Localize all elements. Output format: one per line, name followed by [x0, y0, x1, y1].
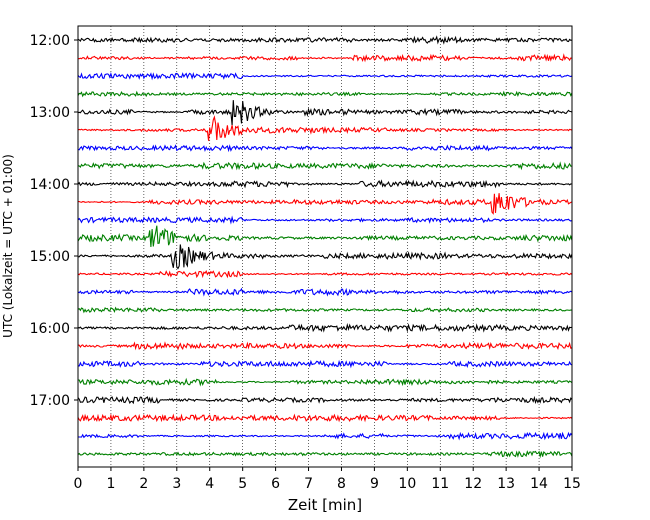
- trace-1730: [77, 431, 573, 441]
- x-tick-label: 9: [370, 476, 379, 492]
- x-tick-label: 15: [563, 476, 581, 492]
- trace-1445: [77, 225, 573, 248]
- y-tick-label: 15:00: [30, 249, 70, 265]
- x-tick-label: 5: [238, 476, 247, 492]
- y-tick-label: 13:00: [30, 105, 70, 121]
- trace-1400: [77, 179, 573, 189]
- trace-1345: [77, 161, 573, 171]
- x-tick-label: 12: [464, 476, 482, 492]
- trace-1430: [77, 215, 573, 225]
- trace-1515: [77, 269, 573, 279]
- x-tick-label: 1: [106, 476, 115, 492]
- trace-1500: [78, 244, 573, 270]
- trace-1315: [77, 115, 573, 141]
- x-tick-label: 7: [304, 476, 313, 492]
- x-tick-label: 0: [74, 476, 83, 492]
- x-tick-label: 2: [139, 476, 148, 492]
- y-axis-title: UTC (Lokalzeit = UTC + 01:00): [1, 154, 15, 338]
- trace-1300: [77, 100, 573, 126]
- trace-1745: [77, 450, 573, 459]
- y-tick-label: 12:00: [30, 33, 70, 49]
- seismic-traces: [77, 35, 573, 459]
- x-axis-ticks: 0 1 2 3 4 5 6 7 8 9 10 11 12 13 14 15: [74, 467, 581, 492]
- plot-frame: [77, 25, 573, 468]
- y-tick-label: 14:00: [30, 177, 70, 193]
- trace-1600: [77, 322, 573, 333]
- trace-1630: [77, 359, 573, 369]
- trace-1715: [77, 413, 573, 423]
- trace-1245: [77, 90, 573, 98]
- y-tick-label: 16:00: [30, 321, 70, 337]
- x-tick-label: 13: [497, 476, 515, 492]
- trace-1530: [77, 287, 573, 297]
- trace-1230: [77, 71, 573, 81]
- trace-1700: [77, 395, 573, 405]
- y-axis-ticks: 12:00 13:00 14:00 15:00 16:00 17:00: [30, 33, 78, 409]
- trace-1545: [77, 306, 572, 314]
- x-tick-label: 10: [398, 476, 416, 492]
- y-tick-label: 17:00: [30, 393, 70, 409]
- x-tick-label: 8: [337, 476, 346, 492]
- x-tick-label: 6: [271, 476, 280, 492]
- x-tick-label: 3: [172, 476, 181, 492]
- x-tick-label: 11: [431, 476, 449, 492]
- trace-1200: [77, 35, 573, 45]
- x-tick-label: 14: [530, 476, 548, 492]
- x-axis-title: Zeit [min]: [288, 496, 362, 514]
- trace-1615: [77, 341, 573, 351]
- trace-1415: [78, 193, 573, 215]
- trace-1330: [77, 144, 573, 153]
- trace-1215: [78, 53, 573, 63]
- x-tick-label: 4: [205, 476, 214, 492]
- trace-1645: [78, 377, 573, 387]
